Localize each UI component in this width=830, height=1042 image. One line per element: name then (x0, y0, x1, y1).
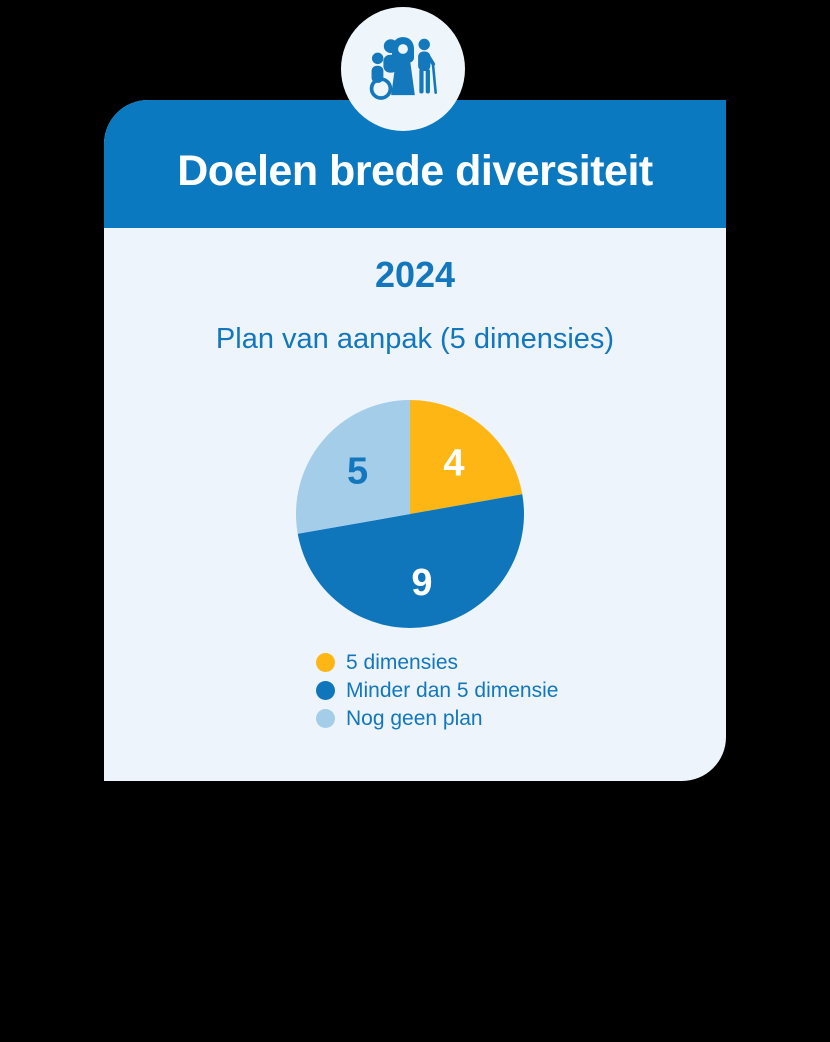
chart-title: Plan van aanpak (5 dimensies) (215, 323, 615, 355)
chart-legend: 5 dimensies Minder dan 5 dimensie Nog ge… (316, 651, 558, 730)
legend-dot-icon (316, 681, 335, 700)
legend-label: Minder dan 5 dimensie (346, 678, 559, 702)
icon-circle (341, 7, 465, 131)
pie-value-label-1: 9 (411, 562, 432, 604)
year-label: 2024 (374, 254, 456, 295)
legend-item: 5 dimensies (316, 651, 558, 674)
pie-value-label-0: 4 (443, 442, 464, 484)
pie-chart: 4 9 5 (296, 400, 524, 628)
infographic-card: Doelen brede diversiteit 2024 Plan van a… (104, 100, 726, 781)
pie-chart-svg: 4 9 5 (296, 400, 524, 628)
pie-slice-2 (296, 400, 410, 534)
pie-slice-1 (297, 494, 524, 628)
legend-item: Minder dan 5 dimensie (316, 679, 558, 702)
legend-dot-icon (316, 709, 335, 728)
legend-item: Nog geen plan (316, 707, 558, 730)
legend-label: Nog geen plan (346, 706, 483, 730)
legend-dot-icon (316, 653, 335, 672)
page-title: Doelen brede diversiteit (177, 146, 653, 195)
legend-label: 5 dimensies (346, 650, 459, 674)
diverse-people-group-icon (369, 37, 437, 100)
pie-slice-0 (410, 400, 523, 514)
pie-value-label-2: 5 (347, 451, 368, 493)
